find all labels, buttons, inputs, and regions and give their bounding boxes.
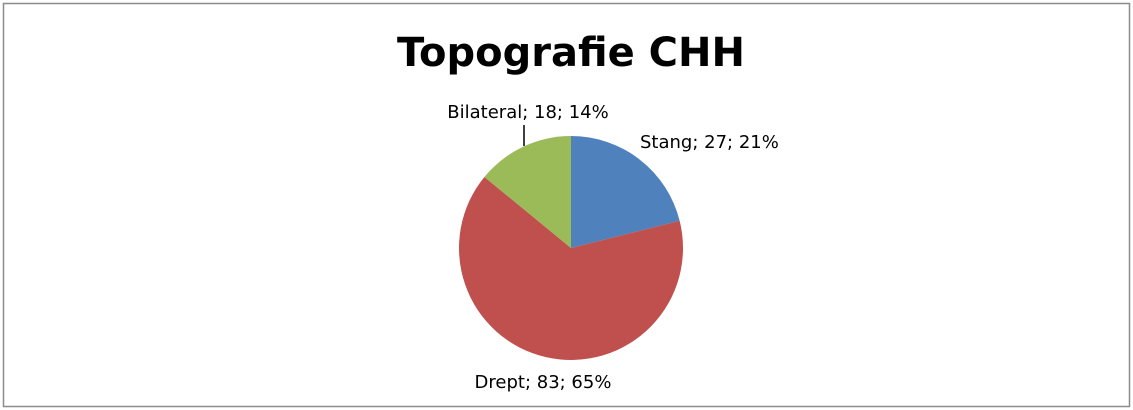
data-label: Bilateral; 18; 14%: [447, 102, 608, 123]
chart-title: Topografie CHH: [397, 30, 745, 76]
pie-slice: [571, 136, 680, 248]
pie-slice: [459, 176, 683, 360]
pie-slice: [484, 136, 571, 248]
data-label: Drept; 83; 65%: [475, 372, 612, 393]
data-label: Stang; 27; 21%: [640, 132, 779, 153]
